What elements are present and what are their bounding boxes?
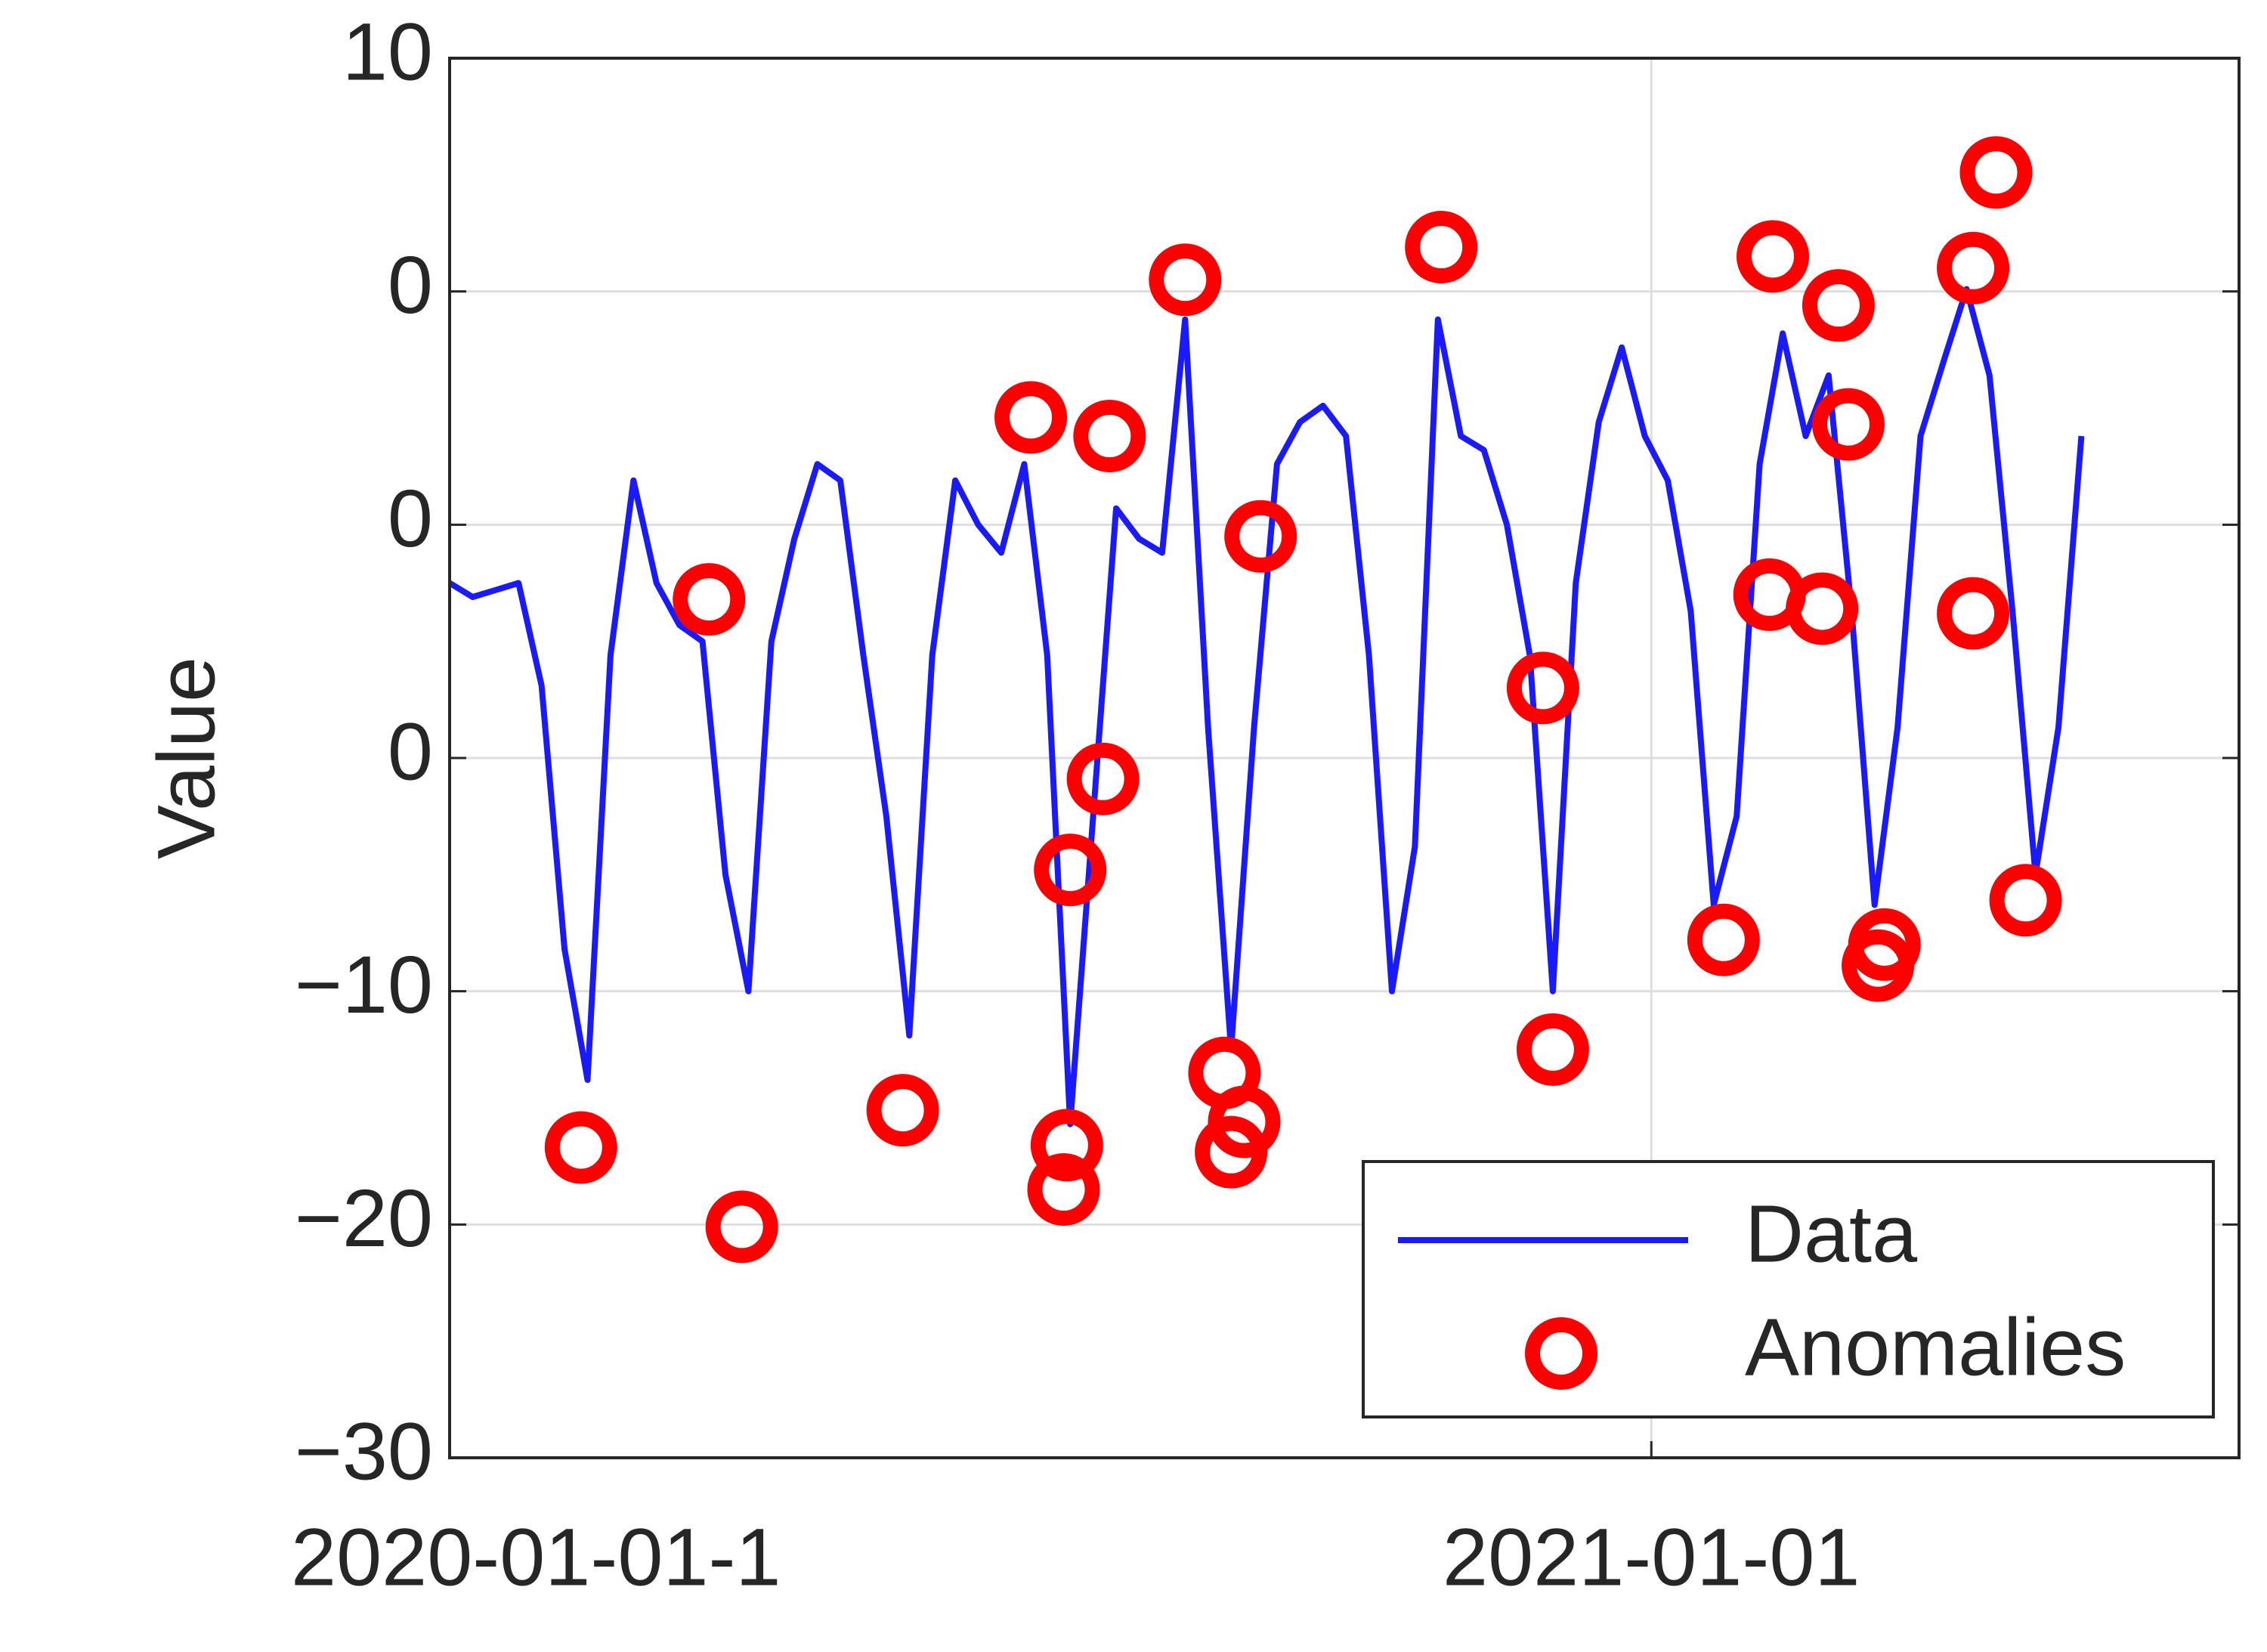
y-tick-label: 0 (388, 472, 433, 564)
anomaly-marker (1027, 1153, 1100, 1227)
y-tick-label: 0 (388, 239, 433, 330)
anomaly-marker (1030, 1109, 1103, 1182)
anomaly-marker (1802, 269, 1875, 342)
anomaly-marker (1506, 651, 1579, 725)
anomaly-marker (1034, 834, 1107, 907)
anomaly-marker (1786, 572, 1859, 645)
anomaly-marker (544, 1111, 617, 1184)
anomaly-marker (994, 381, 1068, 454)
anomaly-marker (1073, 400, 1146, 473)
anomaly-marker (866, 1074, 939, 1147)
legend-label: Anomalies (1745, 1301, 2126, 1393)
anomaly-marker (1937, 231, 2010, 305)
anomaly-marker (1195, 1115, 1268, 1189)
y-axis-label: Value (141, 657, 232, 859)
y-tick-label: 0 (388, 706, 433, 797)
anomaly-marker (1516, 1013, 1589, 1086)
anomaly-marker (673, 563, 746, 636)
anomaly-marker (1066, 742, 1140, 815)
axes-box (448, 57, 2241, 1459)
anomaly-marker (1687, 903, 1760, 976)
anomaly-marker (705, 1190, 778, 1264)
x-tick-label: 2021-01-01 (1443, 1511, 1860, 1603)
x-tick-label: 2020-01-01-1 (291, 1511, 781, 1603)
data-line (447, 286, 2085, 1128)
anomaly-marker (1989, 864, 2062, 937)
anomaly-marker (1811, 388, 1885, 461)
legend-box (1362, 1160, 2215, 1418)
anomaly-marker (1848, 908, 1921, 981)
anomaly-marker (1959, 136, 2033, 209)
anomaly-marker (1937, 577, 2010, 650)
anomaly-marker (1149, 243, 1222, 317)
y-tick-label: −10 (295, 939, 433, 1030)
anomaly-marker (1224, 500, 1297, 573)
y-tick-label: 10 (342, 6, 433, 97)
y-tick-label: −20 (295, 1172, 433, 1264)
plot-area (447, 136, 2085, 1264)
y-tick-label: −30 (295, 1406, 433, 1497)
legend-label: Data (1745, 1188, 1918, 1279)
legend-swatch (1525, 1317, 1597, 1390)
anomaly-marker (1405, 211, 1478, 284)
anomaly-marker (1737, 220, 1810, 293)
